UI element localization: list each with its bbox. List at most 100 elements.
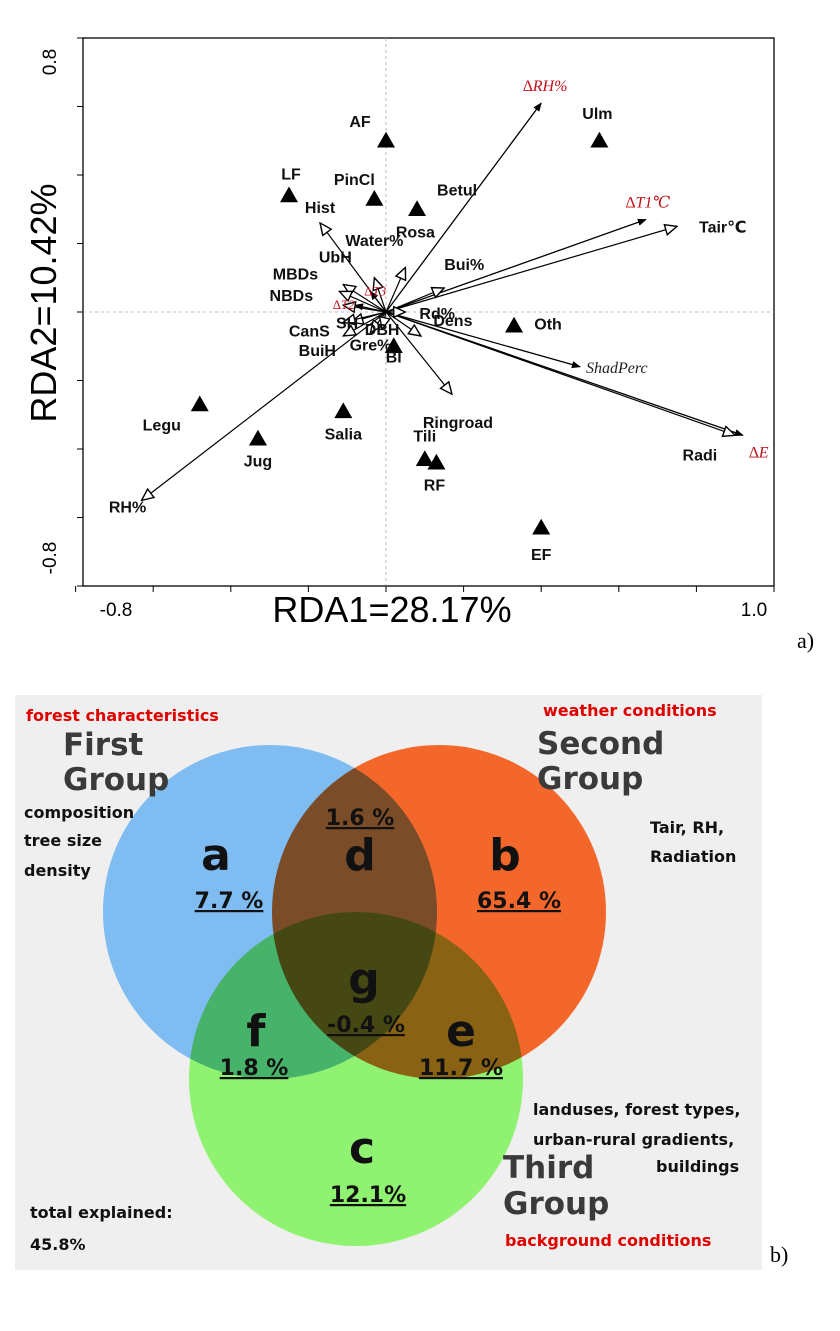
explanatory-label-ubh: UbH [319, 250, 352, 267]
species-label-betul: Betul [437, 182, 477, 199]
third-group-title-line1: Third [503, 1150, 594, 1186]
species-point-ulm [590, 131, 609, 148]
third-group-circle [189, 912, 523, 1246]
region-c-letter: c [349, 1123, 375, 1174]
second-group-title-line2: Group [537, 761, 643, 797]
species-point-legu [190, 395, 209, 412]
arrows-layer [142, 102, 744, 500]
response-label-delta-t2: ∆T2 [333, 297, 355, 312]
region-b-value: 65.4 % [477, 889, 561, 914]
region-b-letter: b [489, 830, 521, 881]
region-a-value: 7.7 % [195, 889, 264, 914]
third-group-desc-3: buildings [656, 1157, 739, 1176]
explanatory-arrow-water-pct [374, 278, 387, 313]
species-label-pincl: PinCl [334, 172, 375, 189]
explanatory-arrow-nbds [343, 305, 387, 312]
species-point-oth [505, 316, 524, 333]
explanatory-label-gre-pct: Gre% [350, 338, 392, 355]
y-axis-ticks [77, 37, 83, 587]
x-axis-ticks [75, 586, 775, 592]
species-label-bl: Bl [386, 349, 402, 366]
y-tick-label-max: 0.8 [40, 49, 61, 75]
explanatory-arrow-rh-pct [142, 311, 387, 500]
region-g-value: -0.4 % [327, 1013, 405, 1038]
first-group-title-line1: First [63, 727, 144, 763]
species-label-legu: Legu [143, 417, 181, 434]
region-d-letter: d [344, 830, 376, 881]
first-group-desc-3: density [24, 861, 91, 880]
species-label-lf: LF [281, 167, 301, 184]
total-explained-label: total explained: [30, 1203, 173, 1222]
points-layer [190, 131, 609, 535]
explanatory-label-water-pct: Water% [345, 233, 403, 250]
explanatory-label-ringroad: Ringroad [423, 415, 493, 432]
species-label-jug: Jug [244, 454, 272, 471]
explanatory-label-dbh: DBH [365, 322, 400, 339]
species-point-ef [532, 518, 551, 535]
explanatory-label-radi: Radi [683, 447, 718, 464]
explanatory-arrow-ubh [343, 285, 387, 313]
species-label-tili: Tili [413, 428, 436, 445]
second-group-desc-2: Radiation [650, 847, 736, 866]
species-point-pincl [365, 189, 384, 206]
first-group-desc-1: composition [24, 803, 134, 822]
explanatory-arrow-gre-pct [370, 311, 387, 333]
rda-triplot: -0.8 1.0 0.8 -0.8 RDA1=28.17% RDA2=10.42… [23, 37, 814, 653]
explanatory-label-bui-pct: Bui% [444, 257, 484, 274]
explanatory-label-nbds: NBDs [270, 288, 314, 305]
explanatory-label-cans: CanS [289, 323, 330, 340]
explanatory-label-buih: BuiH [299, 343, 336, 360]
species-label-af: AF [349, 114, 371, 131]
panel-b-label: b) [770, 1242, 788, 1267]
explanatory-label-tair-c: Tair℃ [699, 219, 747, 236]
region-e-value: 11.7 % [419, 1056, 503, 1081]
species-point-lf [280, 186, 298, 203]
region-f-value: 1.8 % [220, 1056, 289, 1081]
explanatory-arrow-dens [385, 311, 421, 336]
explanatory-label-mbds: MBDs [273, 266, 318, 283]
second-group-desc-1: Tair, RH, [650, 818, 724, 837]
explanatory-label-rosa: Rosa [396, 224, 435, 241]
y-axis-title: RDA2=10.42% [23, 183, 64, 422]
explanatory-label-hist: Hist [305, 200, 336, 217]
explanatory-label-rh-pct: RH% [109, 499, 146, 516]
region-e-letter: e [446, 1006, 476, 1057]
species-label-ef: EF [531, 547, 552, 564]
first-group-category: forest characteristics [26, 706, 219, 725]
response-arrow-shadperc [385, 311, 581, 369]
response-label-delta-t1-c: ∆T1℃ [626, 195, 671, 212]
x-axis-title: RDA1=28.17% [272, 589, 511, 630]
explanatory-arrow-hist [320, 223, 387, 313]
species-label-oth: Oth [534, 317, 562, 334]
second-group-category: weather conditions [543, 701, 717, 720]
response-label-delta-t3: ∆T3 [364, 283, 386, 298]
second-group-title-line1: Second [537, 726, 664, 762]
explanatory-arrow-cans [343, 311, 387, 322]
region-c-value: 12.1% [330, 1183, 406, 1208]
explanatory-arrow-dbh [382, 311, 386, 329]
response-arrow-delta-t1-c [385, 218, 647, 313]
first-group-desc-2: tree size [24, 831, 102, 850]
labels-layer: ∆RH% ∆T1℃ ∆E ShadPerc ∆T3 ∆T2 Tair℃ Radi RH% Hist… [109, 78, 769, 564]
third-group-desc-2: urban-rural gradients, [533, 1130, 734, 1149]
explanatory-label-sh: SH [336, 315, 358, 332]
species-point-jug [248, 429, 267, 446]
species-point-betul [408, 200, 427, 216]
response-label-shadperc: ShadPerc [586, 360, 648, 377]
region-f-letter: f [246, 1006, 266, 1057]
response-arrow-delta-rh-pct [385, 102, 542, 313]
species-point-tili [415, 450, 434, 467]
explanatory-label-rd-pct: Rd% [419, 306, 455, 323]
third-group-category: background conditions [505, 1231, 711, 1250]
explanatory-label-dens: Dens [433, 313, 472, 330]
third-group-desc-1: landuses, forest types, [533, 1100, 740, 1119]
first-group-title-line2: Group [63, 762, 169, 798]
total-explained-value: 45.8% [30, 1235, 86, 1254]
species-label-rf: RF [424, 478, 446, 495]
species-label-salia: Salia [325, 426, 362, 443]
panel-a-label: a) [797, 628, 814, 653]
region-a-letter: a [201, 830, 231, 881]
x-tick-label-min: -0.8 [100, 600, 133, 621]
species-point-bl [384, 337, 403, 353]
